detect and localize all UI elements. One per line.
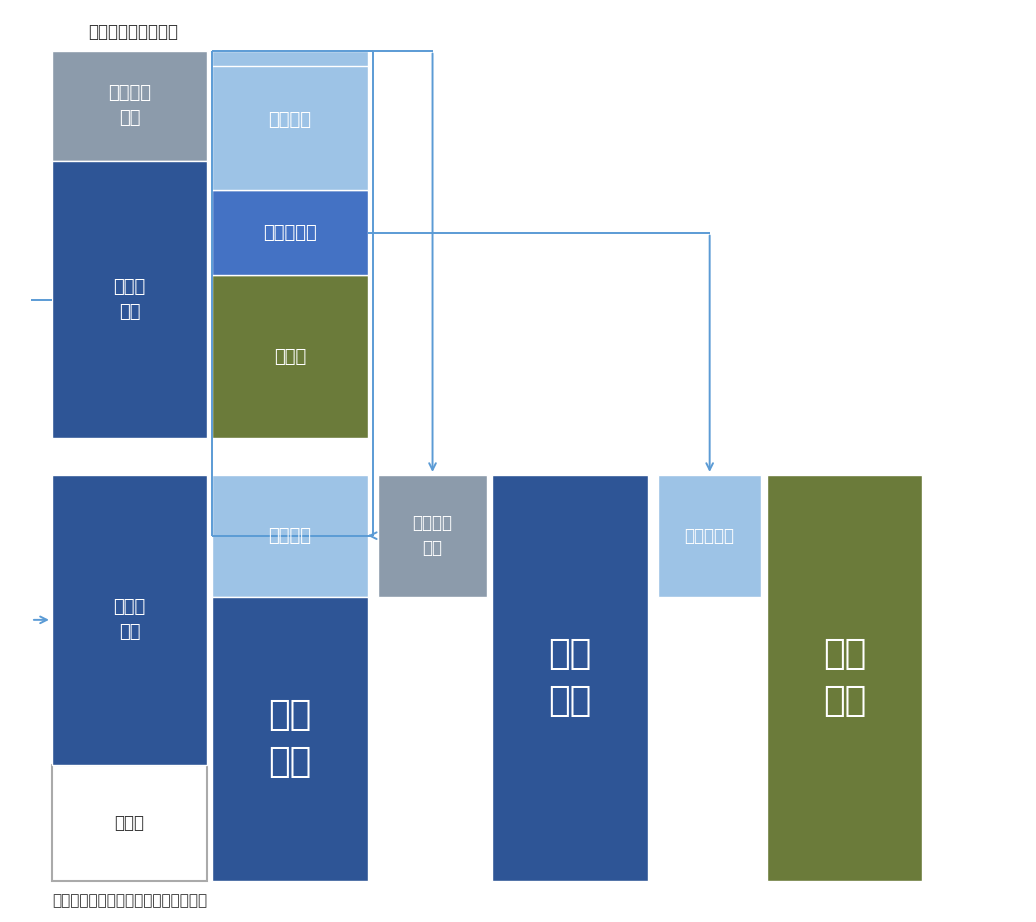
Text: 企業
価値: 企業 価値: [548, 637, 592, 718]
Text: 事業用
資産: 事業用 資産: [113, 278, 146, 321]
Text: 非事業用
資産: 非事業用 資産: [108, 85, 151, 127]
Text: 有利子負債: 有利子負債: [685, 526, 735, 545]
Bar: [52, 51, 207, 161]
Text: 非事業用
資産: 非事業用 資産: [412, 514, 453, 557]
Text: 営業負債: 営業負債: [268, 112, 312, 129]
Text: 事業
価値: 事業 価値: [268, 698, 312, 779]
Bar: [378, 475, 487, 597]
Text: 営業負債: 営業負債: [268, 526, 312, 545]
Bar: [52, 765, 207, 881]
Text: 有利子負債: 有利子負債: [263, 224, 317, 242]
Bar: [212, 51, 368, 190]
Text: 貸借対照表（簿価）: 貸借対照表（簿価）: [88, 23, 178, 41]
Bar: [52, 161, 207, 438]
Bar: [658, 475, 761, 597]
Text: のれん: のれん: [115, 814, 144, 832]
Text: 事業用
資産: 事業用 資産: [113, 598, 146, 642]
Bar: [492, 475, 648, 881]
Text: のれん＝事業資産の時価と簿価の差額: のれん＝事業資産の時価と簿価の差額: [52, 893, 207, 908]
Bar: [212, 276, 368, 438]
Bar: [212, 190, 368, 276]
Bar: [212, 597, 368, 881]
Text: 株主
価値: 株主 価値: [823, 637, 866, 718]
Bar: [767, 475, 922, 881]
Bar: [52, 475, 207, 765]
Bar: [212, 51, 368, 66]
Text: 純資産: 純資産: [274, 348, 307, 366]
Bar: [212, 475, 368, 597]
